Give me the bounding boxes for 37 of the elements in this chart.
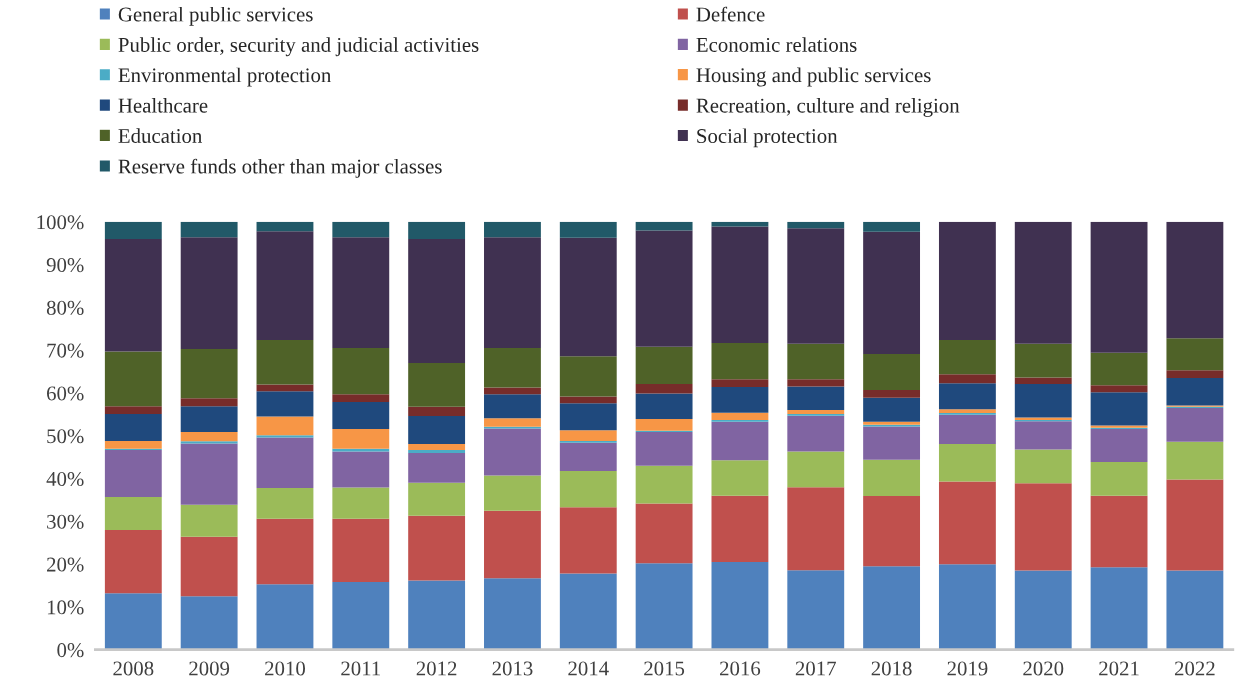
legend-label: Reserve funds other than major classes [118,158,442,178]
x-tick-label: 2008 [113,661,154,676]
y-tick-label: 50% [47,429,84,444]
legend-label: Economic relations [696,37,857,52]
x-tick-label: 2021 [1099,661,1139,676]
legend-label: Recreation, culture and religion [696,98,960,117]
x-tick-label: 2013 [492,661,533,676]
y-tick-label: 30% [47,514,84,529]
legend-label: Housing and public services [696,67,931,87]
legend-label: Social protection [697,128,838,148]
y-tick-label: 60% [47,386,84,401]
y-tick-label: 90% [46,258,84,273]
y-tick-label: 10% [47,600,84,615]
y-tick-label: 70% [47,343,84,358]
y-tick-label: 80% [46,300,84,315]
x-tick-label: 2017 [795,661,836,676]
legend-label: Public order, security and judicial activities [118,37,479,57]
x-tick-label: 2016 [720,661,761,676]
y-tick-label: 20% [47,557,84,572]
x-tick-label: 2018 [871,661,912,676]
legend-label: General public services [118,6,313,26]
legend-label: Environmental protection [118,67,332,87]
y-tick-label: 0% [57,643,84,658]
x-tick-label: 2019 [947,661,988,676]
x-tick-label: 2015 [644,661,685,676]
x-tick-label: 2022 [1174,661,1215,676]
x-tick-label: 2010 [265,661,306,676]
y-tick-label: 100% [37,215,84,230]
legend-label: Healthcare [118,98,208,113]
y-tick-label: 40% [46,471,84,487]
x-tick-label: 2011 [341,661,380,676]
x-tick-label: 2020 [1023,661,1064,676]
x-tick-label: 2009 [189,661,230,676]
legend-label: Education [118,128,203,144]
legend-label: Defence [696,6,765,22]
x-tick-label: 2012 [416,661,457,676]
x-tick-label: 2014 [568,661,609,676]
